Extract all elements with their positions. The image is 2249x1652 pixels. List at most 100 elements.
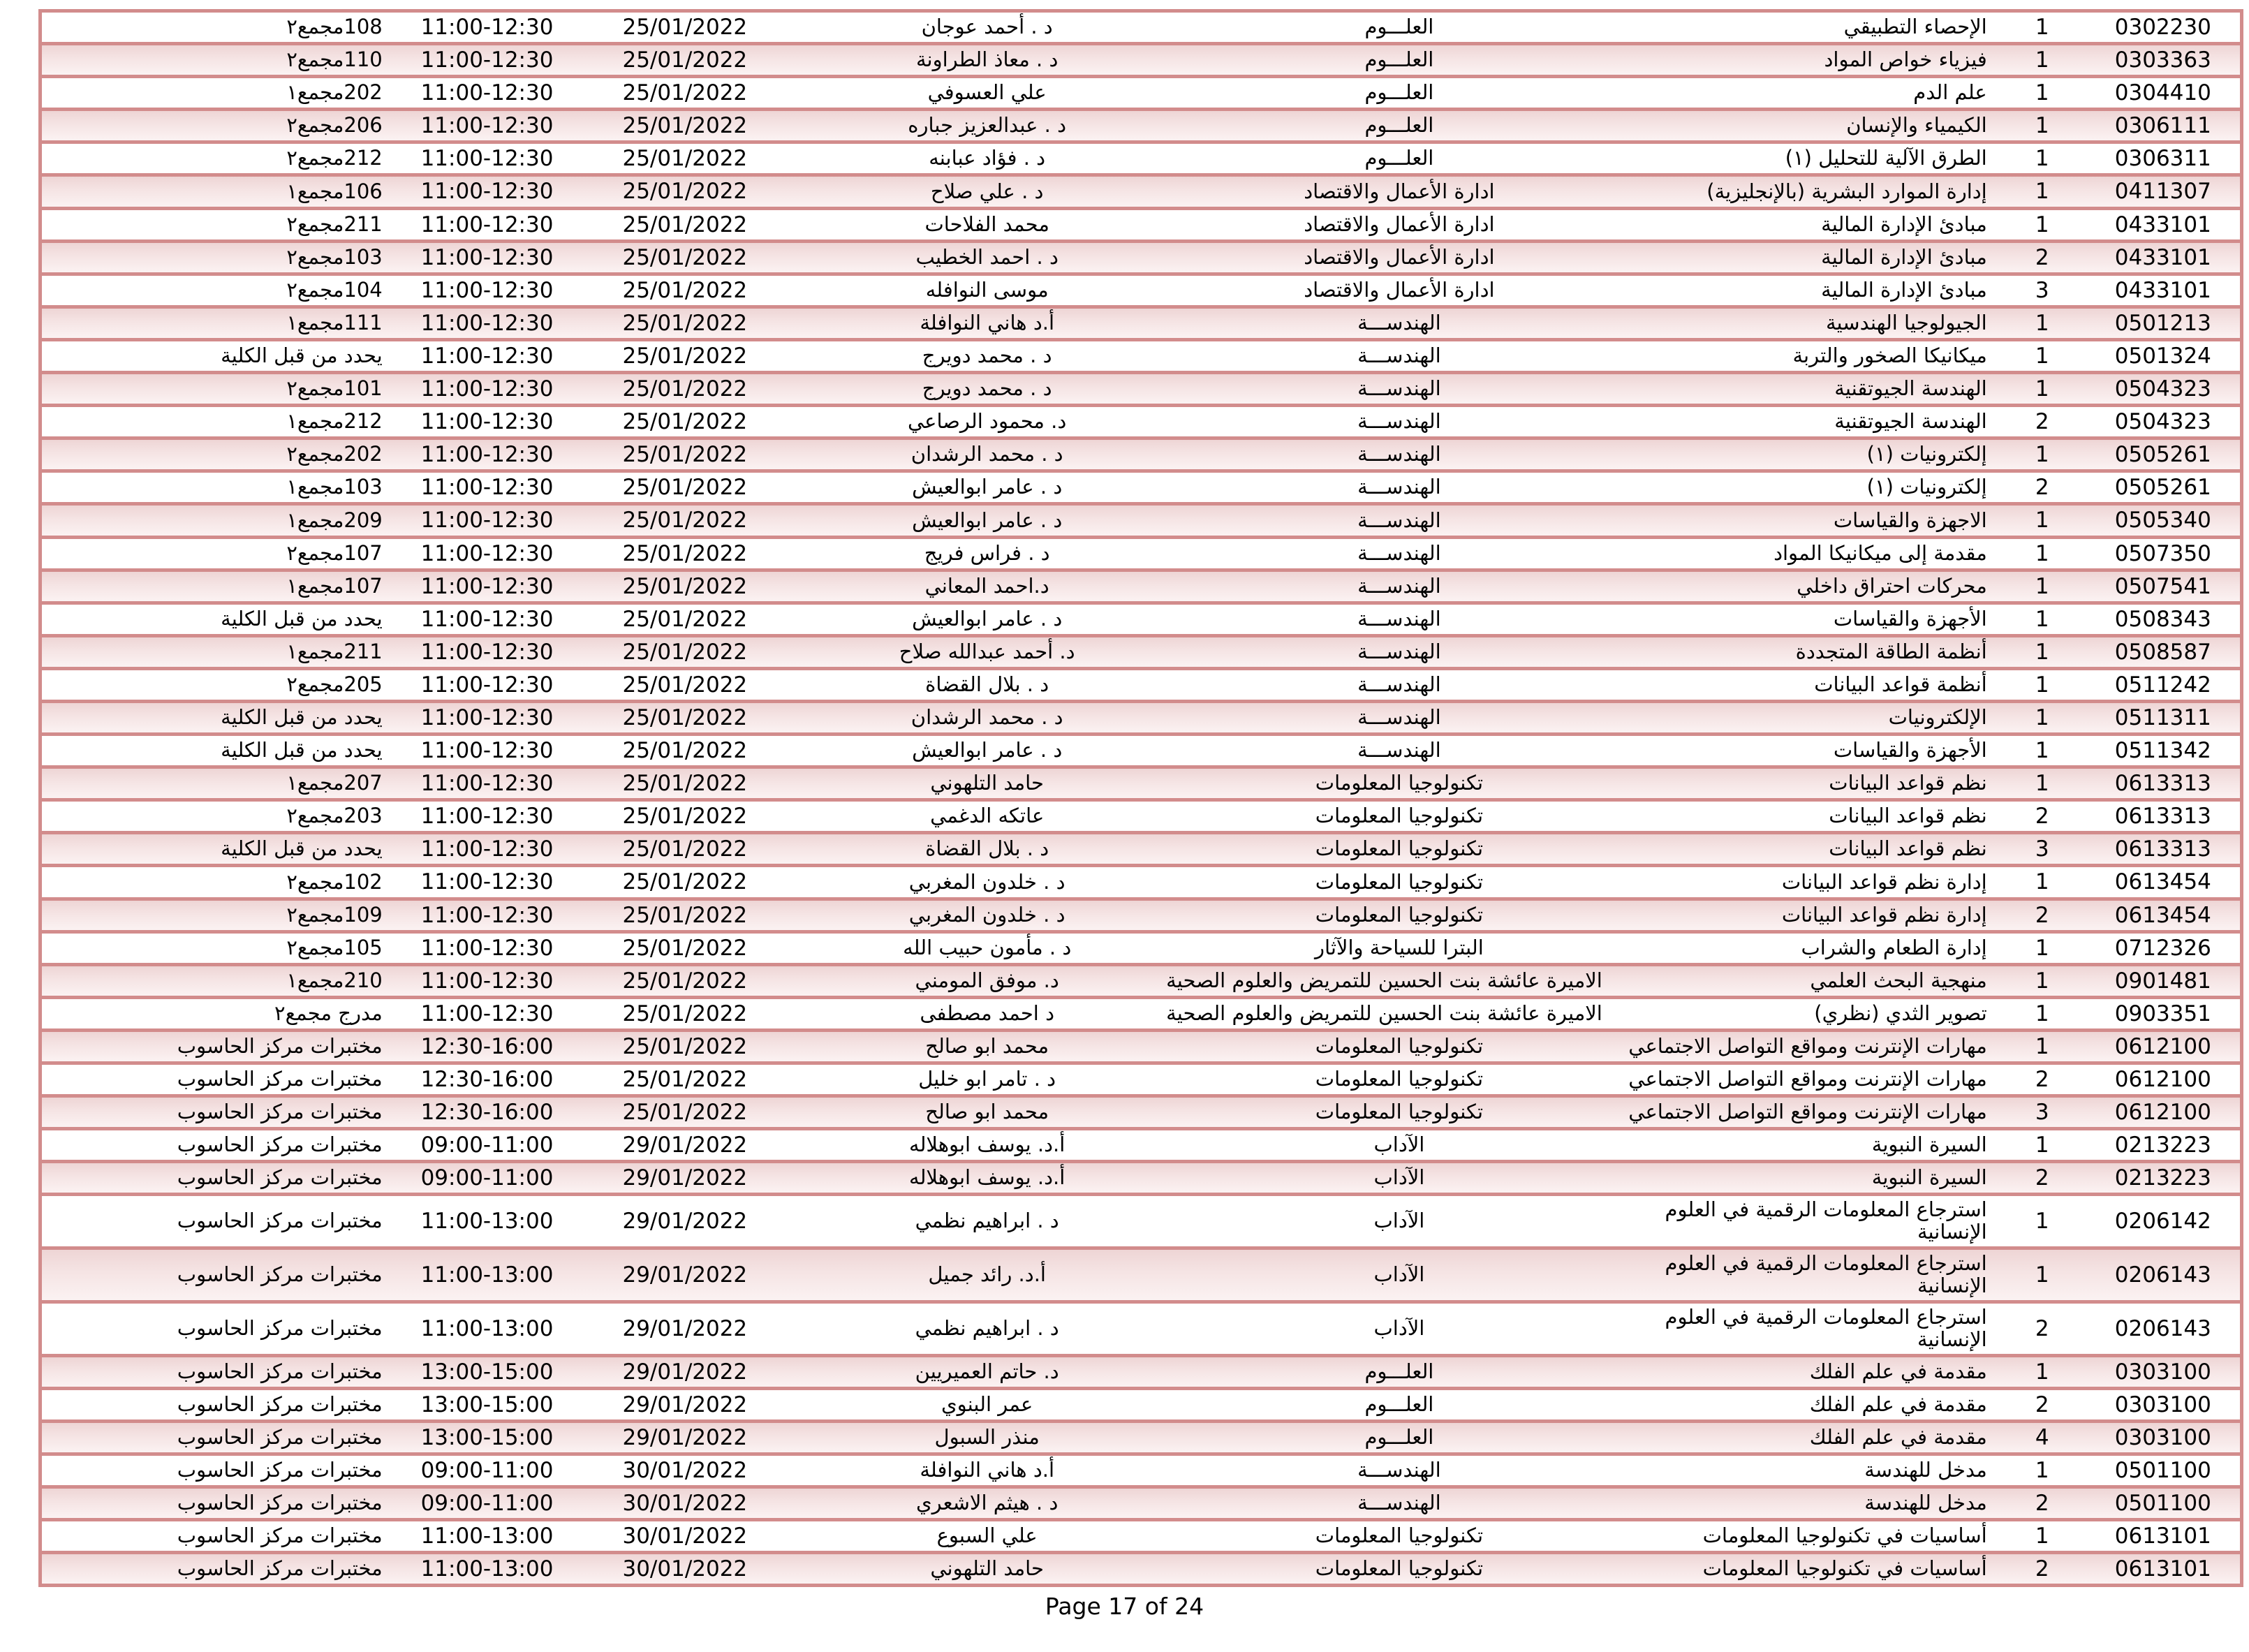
cell-faculty-name: الآداب [1373, 1315, 1425, 1340]
cell-faculty-name: ادارة الأعمال والاقتصاد [1304, 179, 1495, 203]
cell-course-code: 0303100 [2114, 1392, 2211, 1417]
cell-exam-date: 25/01/2022 [622, 146, 748, 172]
cell-section-number: 2 [2035, 1067, 2049, 1092]
cell-course-name: الجيولوجيا الهندسية [1826, 310, 1987, 334]
cell-exam-time: 11:00-12:30 [420, 47, 554, 73]
cell-instructor-name: د . محمد دويرج [922, 344, 1052, 368]
cell-section-number: 2 [2035, 1165, 2049, 1191]
table-row: 0613101 1 أساسيات في تكنولوجيا المعلومات… [42, 1518, 2240, 1551]
cell-exam-time: 11:00-12:30 [420, 442, 554, 468]
cell-course-name: الإحصاء التطبيقي [1843, 15, 1987, 39]
cell-section-number: 2 [2035, 902, 2049, 928]
table-row: 0612100 2 مهارات الإنترنت ومواقع التواصل… [42, 1061, 2240, 1095]
cell-exam-room: مختبرات مركز الحاسوب [177, 1034, 383, 1058]
table-row: 0505261 1 إلكترونيات (١) الهندســـة د . … [42, 436, 2240, 470]
cell-exam-date: 25/01/2022 [622, 804, 748, 829]
cell-exam-room: 211مجمع٢ [286, 212, 383, 236]
cell-course-code: 0304410 [2114, 80, 2211, 106]
cell-exam-room: 107مجمع٢ [286, 540, 383, 565]
cell-instructor-name: أ.د هاني النوافلة [920, 1458, 1055, 1482]
cell-course-code: 0504323 [2114, 409, 2211, 435]
cell-exam-date: 25/01/2022 [622, 1100, 748, 1126]
cell-section-number: 1 [2035, 310, 2049, 336]
cell-exam-date: 30/01/2022 [622, 1556, 748, 1582]
cell-course-code: 0433101 [2114, 244, 2211, 270]
cell-exam-room: 209مجمع١ [286, 508, 383, 532]
cell-section-number: 1 [2035, 935, 2049, 961]
table-row: 0504323 2 الهندسة الجيوتقنية الهندســـة … [42, 404, 2240, 437]
table-row: 0507350 1 مقدمة إلى ميكانيكا المواد الهن… [42, 535, 2240, 568]
cell-instructor-name: د . بلال القضاة [925, 672, 1049, 696]
table-row: 0612100 1 مهارات الإنترنت ومواقع التواصل… [42, 1028, 2240, 1061]
cell-course-name: الإلكترونيات [1888, 705, 1987, 730]
cell-instructor-name: عاتكه الدغمي [930, 804, 1045, 828]
cell-faculty-name: تكنولوجيا المعلومات [1315, 1556, 1484, 1581]
cell-course-name: منهجية البحث العلمي [1810, 968, 1987, 992]
cell-exam-time: 11:00-12:30 [420, 343, 554, 369]
cell-exam-time: 11:00-12:30 [420, 15, 554, 40]
cell-exam-room: 210مجمع١ [286, 968, 383, 992]
cell-exam-time: 09:00-11:00 [420, 1458, 554, 1483]
cell-faculty-name: العلـــوم [1364, 1392, 1434, 1416]
table-row: 0303100 1 مقدمة في علم الفلك العلـــوم د… [42, 1353, 2240, 1387]
cell-section-number: 4 [2035, 1424, 2049, 1450]
cell-exam-date: 30/01/2022 [622, 1491, 748, 1517]
cell-exam-date: 29/01/2022 [622, 1359, 748, 1385]
cell-faculty-name: تكنولوجيا المعلومات [1315, 1034, 1484, 1058]
cell-course-code: 0612100 [2114, 1100, 2211, 1126]
cell-exam-date: 25/01/2022 [622, 935, 748, 961]
cell-exam-room: مختبرات مركز الحاسوب [177, 1359, 383, 1383]
cell-course-code: 0303363 [2114, 47, 2211, 73]
cell-course-code: 0505261 [2114, 475, 2211, 501]
cell-course-code: 0433101 [2114, 212, 2211, 237]
cell-exam-date: 29/01/2022 [622, 1209, 748, 1234]
table-row: 0508587 1 أنظمة الطاقة المتجددة الهندســ… [42, 633, 2240, 667]
table-row: 0206143 1 استرجاع المعلومات الرقمية في ا… [42, 1246, 2240, 1300]
cell-exam-time: 09:00-11:00 [420, 1165, 554, 1191]
cell-section-number: 1 [2035, 1133, 2049, 1158]
cell-exam-date: 25/01/2022 [622, 705, 748, 730]
table-row: 0501213 1 الجيولوجيا الهندسية الهندســـة… [42, 304, 2240, 338]
cell-instructor-name: د . فؤاد عبابنه [929, 146, 1046, 170]
table-row: 0613101 2 أساسيات في تكنولوجيا المعلومات… [42, 1551, 2240, 1584]
cell-course-code: 0507350 [2114, 540, 2211, 566]
cell-course-name: مهارات الإنترنت ومواقع التواصل الاجتماعي [1628, 1067, 1987, 1091]
cell-exam-time: 11:00-12:30 [420, 80, 554, 106]
cell-exam-time: 11:00-12:30 [420, 902, 554, 928]
cell-exam-time: 11:00-12:30 [420, 244, 554, 270]
table-row: 0613313 3 نظم قواعد البيانات تكنولوجيا ا… [42, 831, 2240, 864]
cell-course-name: استرجاع المعلومات الرقمية في العلوم الإن… [1665, 1197, 1987, 1244]
cell-exam-date: 25/01/2022 [622, 15, 748, 40]
cell-section-number: 1 [2035, 869, 2049, 895]
cell-section-number: 2 [2035, 475, 2049, 501]
table-row: 0504323 1 الهندسة الجيوتقنية الهندســـة … [42, 371, 2240, 404]
table-row: 0213223 2 السيرة النبوية الآداب أ.د. يوس… [42, 1160, 2240, 1193]
cell-course-name: أساسيات في تكنولوجيا المعلومات [1702, 1556, 1987, 1581]
cell-exam-date: 25/01/2022 [622, 277, 748, 303]
table-row: 0613313 2 نظم قواعد البيانات تكنولوجيا ا… [42, 798, 2240, 832]
cell-faculty-name: تكنولوجيا المعلومات [1315, 902, 1484, 927]
table-row: 0505340 1 الاجهزة والقياسات الهندســـة د… [42, 502, 2240, 536]
cell-instructor-name: د . خلدون المغربي [908, 902, 1065, 927]
table-row: 0903351 1 تصوير الثدي (نظري) الاميرة عائ… [42, 995, 2240, 1028]
cell-exam-room: 104مجمع٢ [286, 277, 383, 302]
cell-section-number: 1 [2035, 1458, 2049, 1483]
cell-course-name: نظم قواعد البيانات [1829, 836, 1987, 861]
cell-section-number: 2 [2035, 1491, 2049, 1517]
cell-faculty-name: البترا للسياحة والآثار [1315, 935, 1484, 959]
cell-exam-time: 11:00-12:30 [420, 771, 554, 797]
cell-faculty-name: الاميرة عائشة بنت الحسين للتمريض والعلوم… [1166, 968, 1602, 992]
cell-exam-date: 29/01/2022 [622, 1392, 748, 1417]
cell-instructor-name: د. أحمد عبدالله صلاح [899, 639, 1075, 663]
cell-faculty-name: الهندســـة [1357, 310, 1441, 334]
cell-exam-date: 29/01/2022 [622, 1315, 748, 1341]
cell-section-number: 1 [2035, 376, 2049, 402]
cell-section-number: 1 [2035, 1001, 2049, 1026]
cell-exam-date: 29/01/2022 [622, 1133, 748, 1158]
cell-exam-time: 11:00-12:30 [420, 738, 554, 764]
cell-course-name: أساسيات في تكنولوجيا المعلومات [1702, 1524, 1987, 1548]
cell-course-code: 0507541 [2114, 573, 2211, 599]
exam-schedule-page: 0302230 1 الإحصاء التطبيقي العلـــوم د .… [0, 9, 2249, 1652]
cell-exam-date: 25/01/2022 [622, 179, 748, 205]
cell-instructor-name: د . محمد دويرج [922, 376, 1052, 401]
